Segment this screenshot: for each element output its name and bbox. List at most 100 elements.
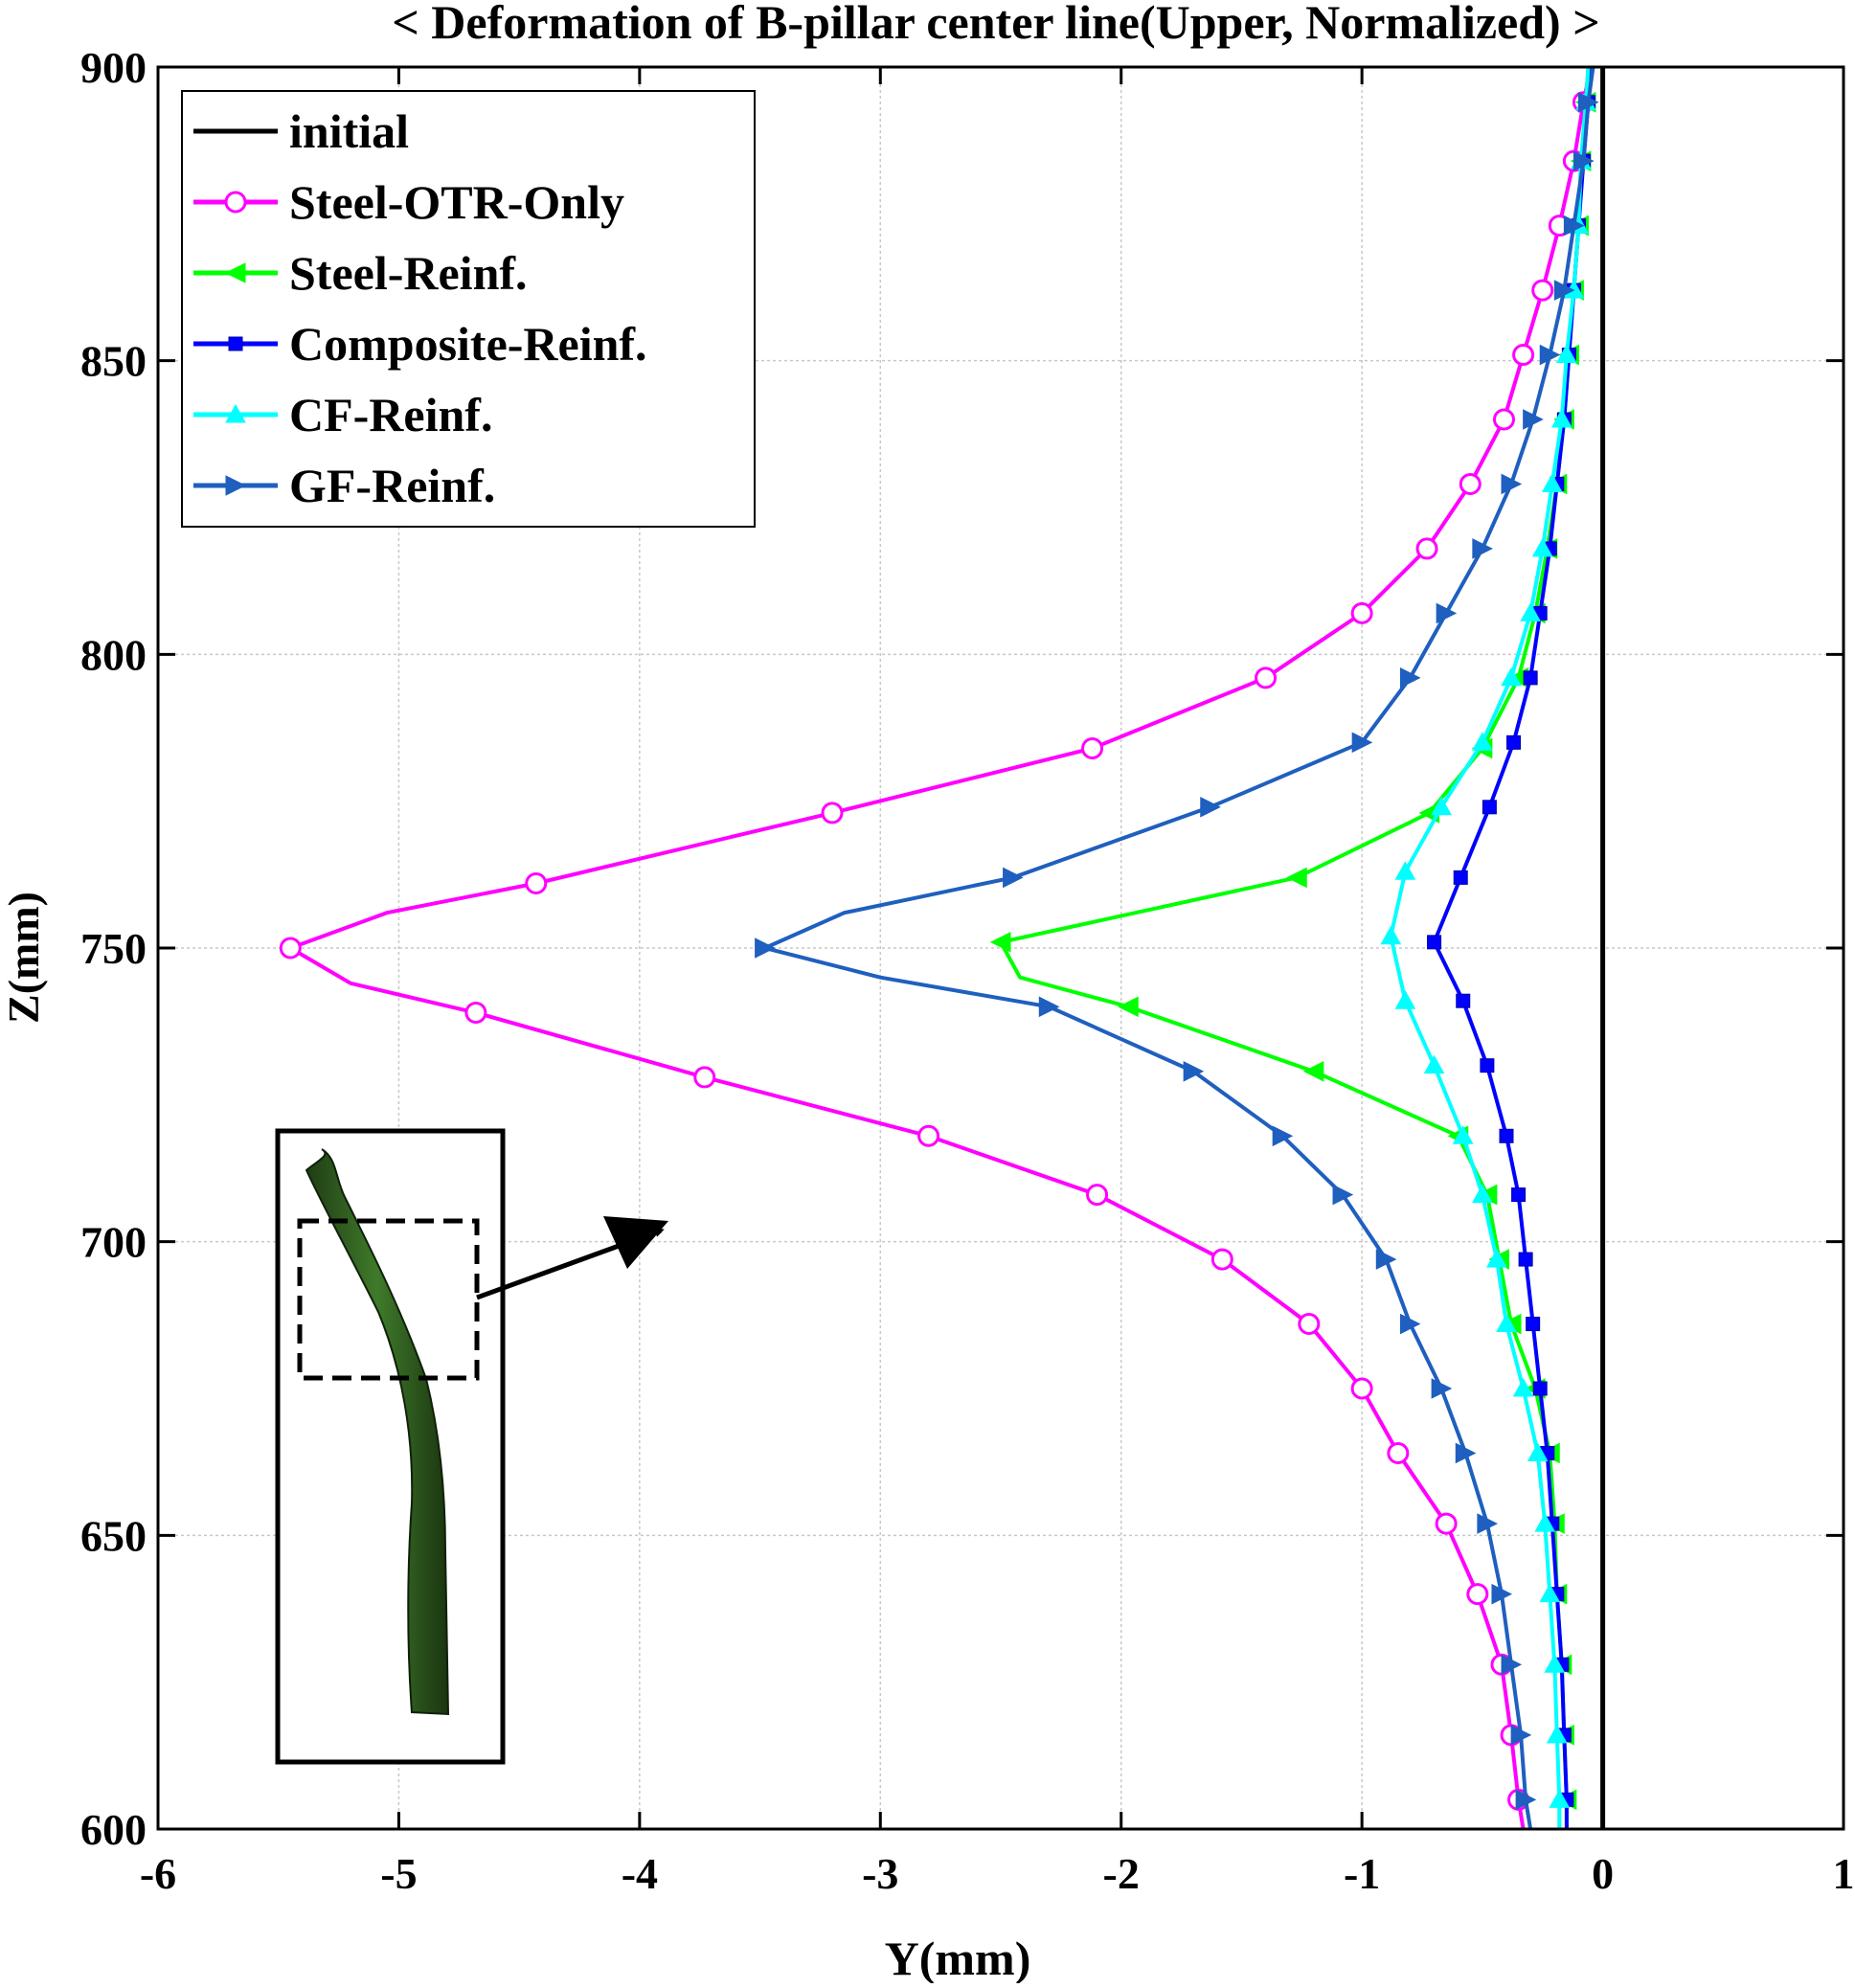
x-tick-label: -5 (380, 1849, 417, 1898)
data-point-marker (1375, 1249, 1397, 1270)
x-tick-label: 0 (1592, 1849, 1614, 1898)
legend-label: Steel-Reinf. (289, 246, 528, 300)
data-point-marker (1210, 1248, 1233, 1271)
data-point-marker (1577, 91, 1599, 113)
data-point-marker (225, 475, 247, 496)
data-point-marker (279, 937, 302, 960)
data-point-marker (1572, 150, 1595, 171)
data-point-marker (1510, 1725, 1532, 1746)
data-point-marker (1506, 734, 1522, 750)
data-point-marker (525, 872, 548, 895)
y-tick-label: 900 (80, 43, 147, 92)
inset-highlight-box (297, 1218, 480, 1381)
data-point-marker (1298, 1313, 1321, 1336)
data-point-marker (1518, 1252, 1533, 1267)
data-point-marker (1472, 538, 1493, 559)
data-point-marker (1492, 408, 1515, 431)
data-point-marker (1526, 1317, 1541, 1332)
data-point-marker (1523, 409, 1544, 430)
data-point-marker (1038, 996, 1060, 1018)
y-tick-label: 650 (80, 1511, 147, 1560)
legend-label: CF-Reinf. (289, 388, 492, 441)
data-point-marker (1387, 1441, 1410, 1464)
legend-label: Steel-OTR-Only (289, 175, 624, 229)
data-point-marker (1350, 1377, 1373, 1400)
legend-label: initial (289, 104, 409, 158)
x-tick-label: 1 (1833, 1849, 1855, 1898)
legend-entry: initial (193, 104, 409, 158)
data-point-marker (1549, 1789, 1571, 1808)
data-point-marker (1272, 1125, 1294, 1147)
data-point-marker (1472, 1184, 1493, 1204)
data-point-marker (1427, 935, 1442, 950)
x-tick-label: -2 (1103, 1849, 1140, 1898)
data-point-marker (1501, 1654, 1523, 1676)
chart-legend: initial Steel-OTR-Only Steel-Reinf. Composi… (181, 90, 756, 528)
data-point-marker (1491, 1583, 1513, 1605)
data-point-marker (1399, 1313, 1421, 1335)
data-point-marker (1466, 1583, 1489, 1606)
data-point-marker (693, 1066, 716, 1089)
data-point-marker (1472, 732, 1493, 751)
data-point-marker (1539, 344, 1561, 366)
chart-title: < Deformation of B-pillar center line(Up… (392, 0, 1599, 49)
data-point-marker (1544, 1654, 1566, 1673)
data-point-marker (1556, 344, 1577, 364)
data-point-marker (1350, 601, 1373, 624)
data-point-marker (1118, 996, 1139, 1018)
legend-entry: Steel-Reinf. (193, 246, 528, 300)
legend-entry: CF-Reinf. (193, 388, 492, 441)
data-point-marker (1546, 1724, 1568, 1744)
data-point-marker (1459, 472, 1482, 495)
data-point-marker (1431, 1378, 1453, 1399)
legend-label: GF-Reinf. (289, 459, 495, 512)
data-point-marker (1531, 279, 1554, 302)
data-point-marker (1527, 1442, 1549, 1461)
data-point-marker (1531, 537, 1553, 557)
data-point-marker (224, 262, 246, 283)
data-point-marker (1436, 602, 1458, 624)
data-point-marker (1501, 473, 1523, 495)
y-tick-label: 850 (80, 337, 147, 386)
data-point-marker (1523, 670, 1538, 686)
y-axis-label: Z(mm) (0, 892, 48, 1024)
data-point-marker (917, 1124, 940, 1147)
data-point-marker (1399, 667, 1421, 689)
legend-entry: GF-Reinf. (193, 459, 495, 512)
data-point-marker (1480, 1058, 1495, 1073)
data-point-marker (1553, 280, 1575, 301)
data-point-marker (1003, 867, 1024, 889)
data-point-marker (1435, 1512, 1458, 1535)
data-point-marker (1456, 993, 1471, 1008)
data-point-marker (1539, 1583, 1561, 1603)
data-point-marker (989, 932, 1011, 953)
data-point-marker (224, 191, 247, 214)
data-point-marker (1515, 1789, 1537, 1811)
y-tick-label: 700 (80, 1218, 147, 1267)
data-point-marker (1511, 1187, 1527, 1203)
data-point-marker (1563, 215, 1585, 237)
x-tick-label: -4 (622, 1849, 658, 1898)
data-point-marker (755, 938, 776, 959)
data-point-marker (1453, 870, 1468, 885)
data-point-marker (1512, 1377, 1534, 1397)
y-tick-label: 800 (80, 630, 147, 679)
data-point-marker (1550, 408, 1572, 428)
data-point-marker (1415, 537, 1438, 560)
data-point-marker (1496, 1313, 1517, 1333)
data-point-marker (1512, 344, 1535, 367)
data-point-marker (1302, 1060, 1324, 1082)
legend-entry: Steel-OTR-Only (193, 175, 624, 229)
data-point-marker (1499, 1128, 1514, 1143)
series-line (1389, 66, 1591, 1829)
data-point-marker (1423, 1054, 1445, 1074)
legend-entry: Composite-Reinf. (193, 317, 647, 371)
data-point-marker (821, 802, 844, 825)
data-point-marker (1541, 473, 1563, 492)
data-point-marker (1455, 1442, 1477, 1464)
data-point-marker (1394, 861, 1416, 880)
y-tick-label: 750 (80, 924, 147, 973)
inset-frame (275, 1128, 506, 1765)
data-point-marker (1431, 796, 1452, 816)
